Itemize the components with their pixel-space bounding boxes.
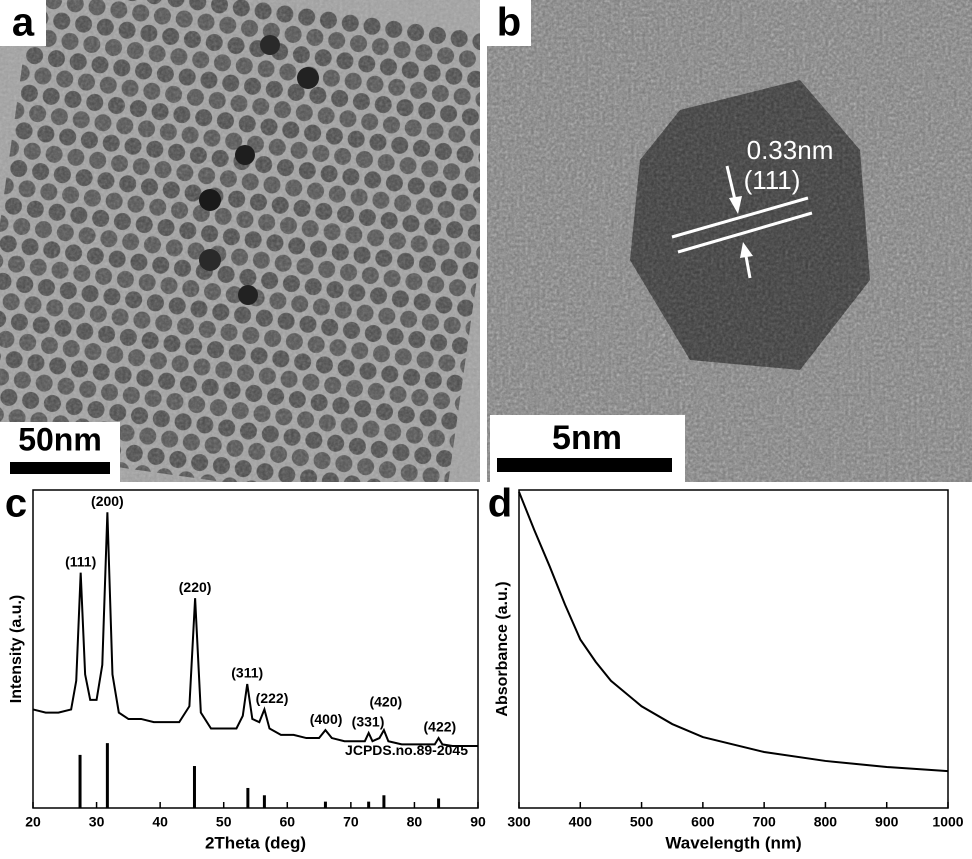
x-tick-label: 40 [152,814,168,830]
peak-label: (420) [369,693,402,709]
label-box [487,0,531,46]
peak-label: (200) [91,493,124,509]
x-tick-label: 700 [752,814,776,830]
peak-label: (111) [65,553,96,569]
peak-label: (311) [231,665,263,681]
lattice-plane: (111) [744,165,801,195]
x-tick-label: 90 [470,814,486,830]
fringe-line [671,196,809,239]
tem-image-a [0,0,480,482]
scale-bar [10,462,110,474]
x-tick-label: 20 [25,814,41,830]
scale-bar [497,458,672,472]
peak-label: (422) [424,719,457,735]
x-tick-label: 900 [875,814,899,830]
x-tick-label: 500 [630,814,654,830]
panel-label: b [497,1,521,45]
lattice-spacing: 0.33nm [747,135,834,165]
arrow [725,165,737,201]
tem-image-b [487,0,972,482]
peak-label: (222) [256,690,289,706]
x-tick-label: 600 [691,814,715,830]
arrow [744,255,752,279]
label-box [0,0,46,46]
x-tick-label: 30 [89,814,105,830]
y-axis-label: Absorbance (a.u.) [494,581,511,716]
data-line [518,491,949,773]
y-axis-label: Intensity (a.u.) [8,595,25,703]
peak-label: (220) [179,579,212,595]
x-tick-label: 400 [569,814,593,830]
reference-label: JCPDS.no.89-2045 [345,742,468,758]
x-tick-label: 60 [279,814,295,830]
panel-label: a [12,1,35,45]
x-axis-label: Wavelength (nm) [665,833,801,852]
x-tick-label: 300 [507,814,531,830]
x-tick-label: 70 [343,814,359,830]
panel-label: c [5,482,27,526]
arrow-head [740,242,753,258]
x-tick-label: 80 [407,814,423,830]
x-axis-label: 2Theta (deg) [205,833,306,852]
x-tick-label: 1000 [932,814,963,830]
x-tick-label: 50 [216,814,232,830]
arrow-head [729,196,742,214]
plot-frame [32,489,479,809]
scale-bar-label: 5nm [552,419,622,457]
plot-frame [518,489,949,809]
fringe-line [677,211,813,254]
peak-label: (400) [310,711,343,727]
peak-label: (331) [352,714,385,730]
x-tick-label: 800 [814,814,838,830]
data-line [32,512,478,747]
scale-bar-label: 50nm [18,421,102,457]
panel-label: d [488,482,512,526]
